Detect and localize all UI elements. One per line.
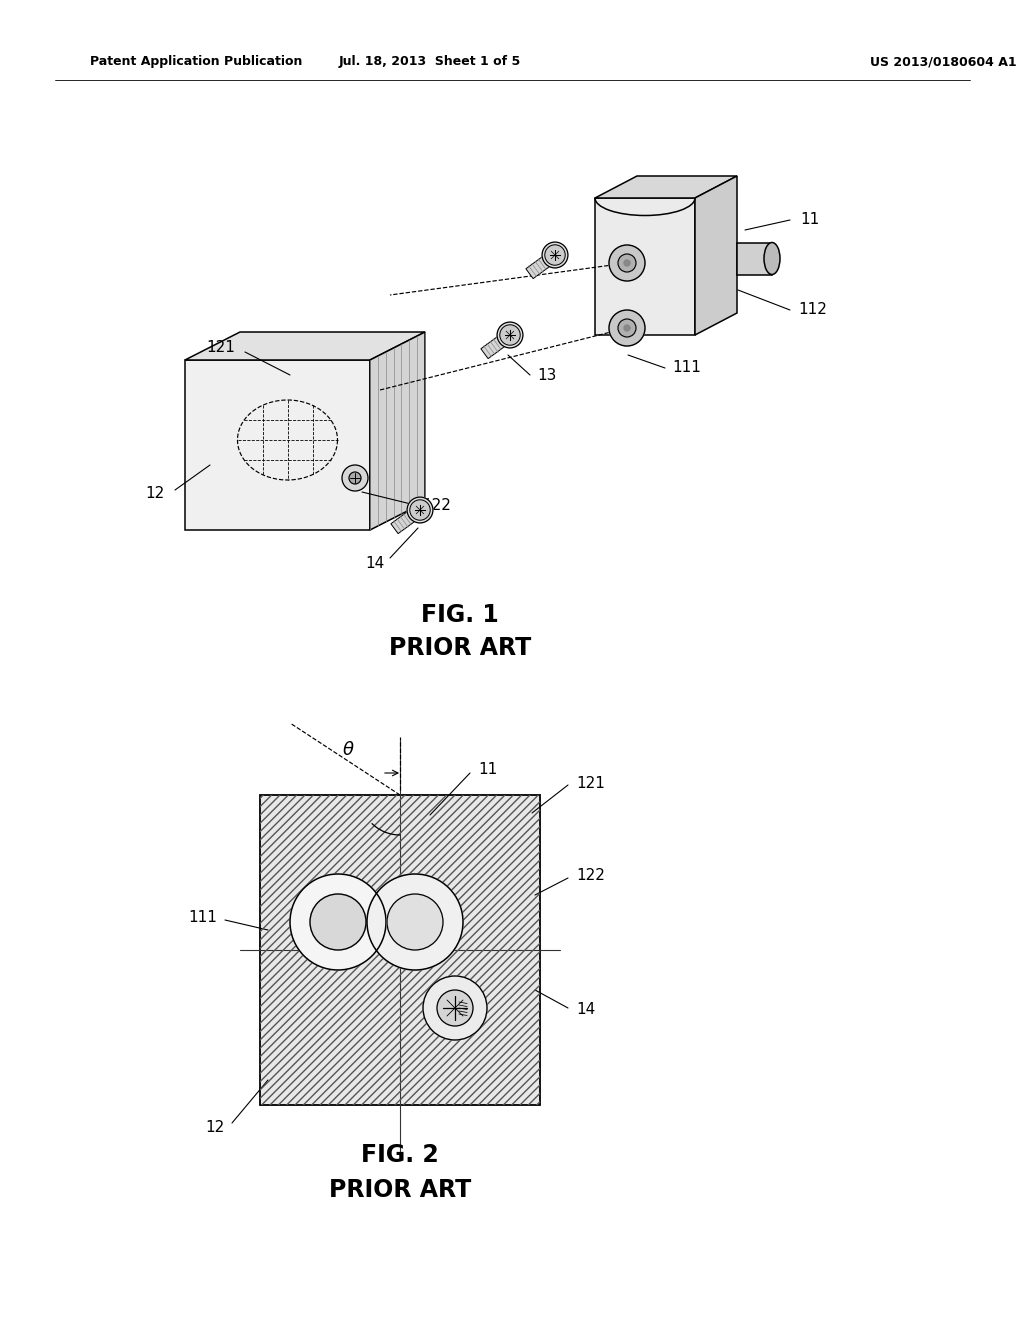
Circle shape: [609, 310, 645, 346]
Text: 12: 12: [206, 1119, 225, 1134]
Polygon shape: [595, 176, 737, 198]
Text: 11: 11: [478, 763, 498, 777]
Circle shape: [349, 473, 361, 484]
Circle shape: [545, 244, 565, 265]
Circle shape: [500, 325, 520, 346]
Circle shape: [310, 894, 366, 950]
Polygon shape: [481, 330, 514, 359]
Text: PRIOR ART: PRIOR ART: [389, 636, 531, 660]
Circle shape: [618, 253, 636, 272]
Circle shape: [624, 260, 630, 267]
Circle shape: [497, 322, 523, 348]
Ellipse shape: [764, 243, 780, 275]
Polygon shape: [260, 795, 540, 1105]
Text: 12: 12: [145, 486, 165, 500]
Polygon shape: [526, 249, 559, 279]
Circle shape: [410, 500, 430, 520]
Circle shape: [609, 246, 645, 281]
Text: FIG. 1: FIG. 1: [421, 603, 499, 627]
Text: 121: 121: [206, 341, 234, 355]
Text: 14: 14: [366, 556, 385, 570]
Circle shape: [624, 325, 630, 331]
Text: FIG. 2: FIG. 2: [361, 1143, 439, 1167]
Circle shape: [542, 242, 568, 268]
Polygon shape: [185, 333, 425, 360]
Circle shape: [290, 874, 386, 970]
Text: 122: 122: [575, 867, 605, 883]
Circle shape: [342, 465, 368, 491]
Circle shape: [387, 894, 443, 950]
Text: US 2013/0180604 A1: US 2013/0180604 A1: [870, 55, 1017, 69]
Polygon shape: [737, 243, 772, 275]
Polygon shape: [695, 176, 737, 335]
Text: Jul. 18, 2013  Sheet 1 of 5: Jul. 18, 2013 Sheet 1 of 5: [339, 55, 521, 69]
Text: 14: 14: [575, 1002, 595, 1018]
Text: 112: 112: [798, 302, 826, 318]
Text: 121: 121: [575, 776, 605, 791]
Polygon shape: [391, 506, 424, 533]
Polygon shape: [370, 333, 425, 531]
Circle shape: [437, 990, 473, 1026]
Circle shape: [423, 975, 487, 1040]
Text: 11: 11: [800, 213, 819, 227]
Text: Patent Application Publication: Patent Application Publication: [90, 55, 302, 69]
Text: 13: 13: [537, 367, 556, 383]
Circle shape: [367, 874, 463, 970]
Text: 122: 122: [422, 498, 451, 512]
Text: 111: 111: [672, 360, 700, 375]
Text: PRIOR ART: PRIOR ART: [329, 1177, 471, 1203]
Circle shape: [408, 498, 433, 523]
Text: 111: 111: [188, 911, 217, 925]
Polygon shape: [185, 360, 370, 531]
Polygon shape: [595, 198, 695, 335]
Text: $\theta$: $\theta$: [342, 741, 354, 759]
Circle shape: [618, 319, 636, 337]
